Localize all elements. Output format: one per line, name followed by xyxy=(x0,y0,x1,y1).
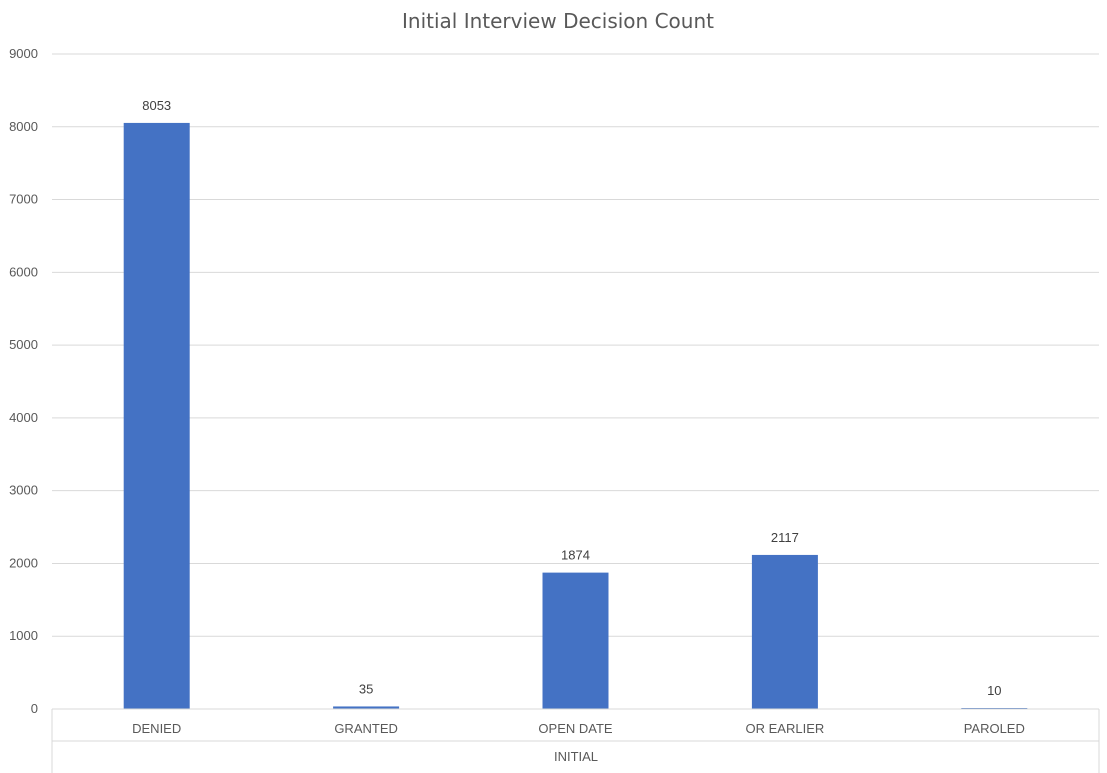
bars xyxy=(123,122,1028,710)
data-labels: 8053 35 1874 2117 10 xyxy=(142,98,1001,698)
chart-title: Initial Interview Decision Count xyxy=(402,9,714,33)
y-tick-label: 1000 xyxy=(9,628,38,643)
bar xyxy=(542,572,609,709)
x-axis xyxy=(51,708,1100,773)
category-label: OPEN DATE xyxy=(538,721,612,736)
y-tick-label: 7000 xyxy=(9,192,38,207)
category-label: DENIED xyxy=(132,721,181,736)
x-axis-group-label: INITIAL xyxy=(554,749,598,764)
data-label: 35 xyxy=(359,681,373,696)
category-label: GRANTED xyxy=(334,721,398,736)
bar xyxy=(751,554,818,709)
y-tick-label: 5000 xyxy=(9,337,38,352)
y-tick-label: 9000 xyxy=(9,46,38,61)
bar xyxy=(333,706,400,709)
category-label: OR EARLIER xyxy=(746,721,825,736)
bar xyxy=(123,122,190,710)
y-tick-label: 8000 xyxy=(9,119,38,134)
gridlines xyxy=(52,53,1099,637)
data-label: 1874 xyxy=(561,548,590,563)
y-tick-label: 3000 xyxy=(9,483,38,498)
data-label: 10 xyxy=(987,683,1001,698)
category-label: PAROLED xyxy=(964,721,1025,736)
y-tick-label: 0 xyxy=(31,701,38,716)
y-axis-ticks: 0 1000 2000 3000 4000 5000 6000 7000 8000 9000 xyxy=(9,46,38,716)
y-tick-label: 4000 xyxy=(9,410,38,425)
data-label: 8053 xyxy=(142,98,171,113)
x-axis-categories: DENIED GRANTED OPEN DATE OR EARLIER PAROLED xyxy=(132,721,1025,736)
y-tick-label: 2000 xyxy=(9,555,38,570)
data-label: 2117 xyxy=(771,530,799,545)
y-tick-label: 6000 xyxy=(9,264,38,279)
